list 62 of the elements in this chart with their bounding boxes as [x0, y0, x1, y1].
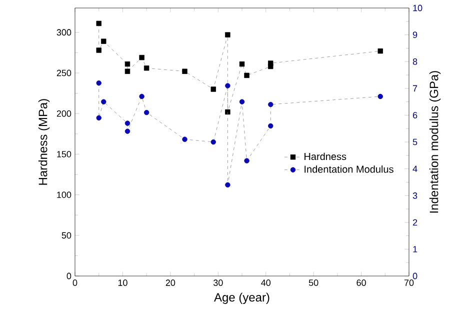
point — [378, 94, 383, 100]
legend-label: Hardness — [304, 152, 346, 160]
point — [96, 115, 102, 120]
y2-tick-label: 9 — [412, 32, 418, 38]
y2-tick-label: 0 — [412, 272, 418, 280]
point — [268, 60, 274, 66]
point — [96, 20, 102, 26]
x-tick-label: 0 — [72, 280, 78, 286]
y2-tick-label: 2 — [412, 219, 418, 226]
y2-tick-label: 6 — [412, 112, 418, 118]
point — [225, 32, 230, 38]
point — [225, 83, 230, 88]
x-tick-label: 40 — [261, 280, 271, 286]
legend-label: Indentation Modulus — [304, 165, 394, 173]
point — [239, 61, 245, 67]
y-axis-title: Hardness (MPa) — [38, 99, 50, 185]
y2-tick-label: 7 — [412, 85, 418, 92]
point — [378, 48, 383, 54]
point — [182, 136, 188, 142]
point — [244, 72, 250, 78]
y2-axis-title: Indentation modulus (GPa) — [429, 71, 441, 213]
x-tick-label: 20 — [166, 280, 176, 286]
x-tick-label: 60 — [356, 280, 366, 286]
point — [268, 123, 274, 129]
point — [239, 99, 245, 104]
y2-tick-label: 8 — [412, 58, 418, 65]
point — [268, 102, 274, 108]
point — [210, 86, 216, 92]
y-tick-label: 300 — [56, 29, 72, 36]
point — [96, 48, 102, 53]
y-tick-label: 250 — [56, 70, 72, 76]
point — [139, 54, 144, 60]
x-axis-title: Age (year) — [214, 292, 270, 304]
y-tick-label: 100 — [57, 192, 72, 198]
x-tick-label: 50 — [308, 280, 318, 286]
y2-tick-label: 5 — [412, 138, 418, 146]
point — [210, 139, 216, 145]
y2-tick-label: 10 — [413, 4, 422, 12]
point — [225, 109, 230, 115]
point — [101, 99, 106, 104]
point — [144, 110, 150, 116]
x-tick-label: 10 — [118, 280, 128, 286]
y-tick-label: 50 — [62, 232, 72, 239]
point — [182, 68, 188, 74]
x-tick-label: 30 — [213, 280, 223, 286]
x-tick-label: 70 — [404, 280, 414, 286]
point — [124, 120, 130, 126]
y2-tick-label: 4 — [412, 166, 418, 172]
point — [225, 182, 230, 188]
point — [244, 158, 250, 164]
point — [144, 66, 150, 71]
point — [124, 68, 130, 74]
point — [96, 80, 102, 86]
y-tick-label: 0 — [66, 272, 72, 280]
y-tick-label: 150 — [57, 150, 72, 158]
point — [101, 38, 106, 44]
point — [124, 61, 130, 67]
y-tick-label: 200 — [56, 110, 72, 117]
y2-tick-label: 3 — [412, 192, 418, 199]
point — [124, 128, 130, 134]
y2-tick-label: 1 — [413, 246, 418, 252]
point — [139, 94, 144, 100]
